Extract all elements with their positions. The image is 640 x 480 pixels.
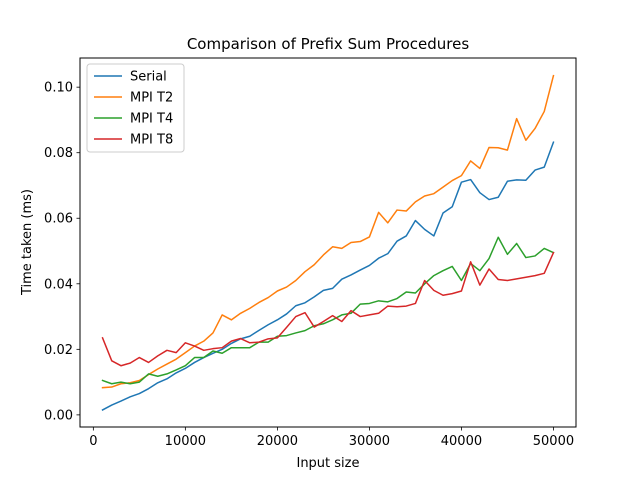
- x-axis-label: Input size: [296, 456, 359, 471]
- x-axis-ticks: 0 10000 20000 30000 40000 50000: [89, 427, 574, 449]
- y-tick-label: 0.06: [44, 212, 73, 227]
- y-tick-label: 0.10: [44, 81, 73, 96]
- series-line-mpi-t2: [101, 74, 555, 389]
- series-line-mpi-t8: [101, 251, 555, 367]
- legend-box: [86, 63, 185, 153]
- y-tick-label: 0.04: [44, 277, 73, 292]
- y-tick-label: 0.00: [44, 408, 73, 423]
- legend-label-serial: Serial: [130, 70, 167, 85]
- y-axis-ticks: 0.00 0.02 0.04 0.06 0.08 0.10: [44, 81, 80, 423]
- y-tick-label: 0.02: [44, 343, 73, 358]
- series-line-mpi-t4: [101, 236, 555, 385]
- plot-frame: [79, 57, 577, 428]
- x-tick-label: 50000: [533, 434, 574, 449]
- plot-lines: [101, 74, 555, 411]
- x-tick-label: 20000: [257, 434, 298, 449]
- legend-label-mpi-t8: MPI T8: [130, 133, 173, 148]
- y-axis-label: Time taken (ms): [20, 189, 35, 296]
- series-line-serial: [101, 141, 555, 411]
- x-tick-label: 40000: [441, 434, 482, 449]
- x-tick-label: 30000: [349, 434, 390, 449]
- legend-label-mpi-t2: MPI T2: [130, 91, 173, 106]
- legend: Serial MPI T2 MPI T4 MPI T8: [86, 63, 185, 153]
- x-tick-label: 10000: [165, 434, 206, 449]
- chart-title: Comparison of Prefix Sum Procedures: [187, 35, 470, 53]
- legend-label-mpi-t4: MPI T4: [130, 112, 173, 127]
- x-tick-label: 0: [89, 434, 97, 449]
- y-tick-label: 0.08: [44, 146, 73, 161]
